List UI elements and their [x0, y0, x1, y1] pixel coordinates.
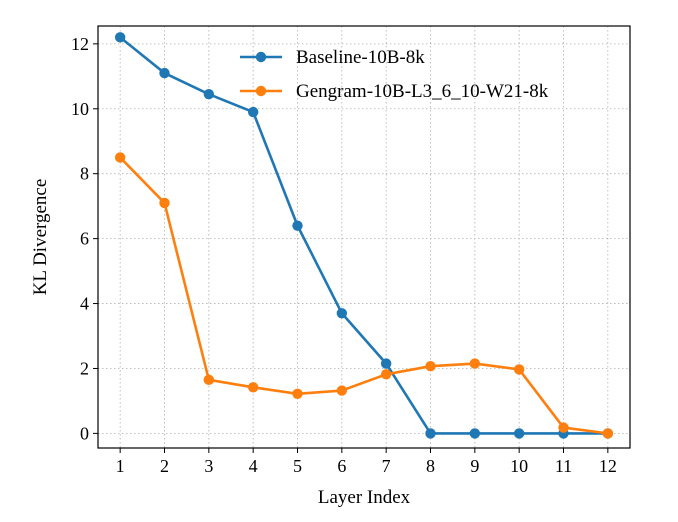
series-1 — [114, 32, 614, 439]
legend-item-1: Baseline-10B-8k — [240, 47, 425, 68]
series-line — [119, 156, 609, 435]
data-point — [114, 32, 126, 43]
data-point — [336, 308, 348, 319]
data-point — [159, 67, 170, 79]
x-tick-label: 6 — [337, 456, 346, 476]
legend-marker — [255, 51, 267, 63]
y-tick-label: 12 — [71, 34, 89, 54]
data-point — [558, 422, 569, 433]
data-point — [380, 369, 392, 380]
series-2 — [114, 152, 614, 439]
y-tick-label: 8 — [80, 164, 89, 184]
data-point — [247, 106, 259, 118]
data-point — [203, 374, 215, 386]
x-tick-label: 2 — [160, 456, 169, 476]
data-point — [203, 88, 215, 100]
data-point — [292, 220, 303, 231]
x-tick-label: 9 — [470, 456, 479, 476]
data-point — [292, 388, 303, 399]
data-point — [336, 385, 348, 396]
x-tick-label: 7 — [382, 456, 391, 476]
legend-marker — [255, 85, 267, 97]
legend-item-2: Gengram-10B-L3_6_10-W21-8k — [240, 81, 549, 102]
legend: Baseline-10B-8k Gengram-10B-L3_6_10-W21-8… — [240, 47, 549, 102]
series-layer — [114, 32, 614, 439]
y-tick-label: 2 — [80, 358, 89, 378]
grid — [98, 26, 630, 448]
x-tick-label: 3 — [204, 456, 213, 476]
x-axis-label: Layer Index — [318, 487, 411, 508]
data-point — [469, 358, 481, 369]
data-point — [513, 364, 525, 375]
data-point — [425, 360, 436, 372]
y-tick-label: 6 — [80, 229, 89, 249]
x-tick-label: 10 — [510, 456, 528, 476]
y-tick-label: 4 — [80, 294, 89, 314]
x-tick-label: 1 — [116, 456, 125, 476]
data-point — [469, 428, 481, 439]
x-tick-label: 4 — [249, 456, 258, 476]
legend-label: Baseline-10B-8k — [296, 47, 425, 68]
data-point — [247, 382, 259, 393]
data-point — [159, 197, 170, 209]
y-tick-label: 0 — [80, 423, 89, 443]
data-point — [602, 428, 614, 439]
data-point — [380, 358, 392, 369]
x-tick-label: 12 — [599, 456, 617, 476]
data-point — [513, 428, 525, 439]
data-point — [425, 428, 436, 439]
legend-label: Gengram-10B-L3_6_10-W21-8k — [296, 81, 549, 102]
x-tick-label: 11 — [555, 456, 572, 476]
y-axis-label: KL Divergence — [30, 179, 51, 296]
data-point — [114, 152, 126, 163]
series-line — [119, 36, 608, 435]
plot-frame — [97, 25, 631, 449]
y-tick-label: 10 — [71, 99, 89, 119]
x-tick-label: 5 — [293, 456, 302, 476]
x-tick-label: 8 — [426, 456, 435, 476]
